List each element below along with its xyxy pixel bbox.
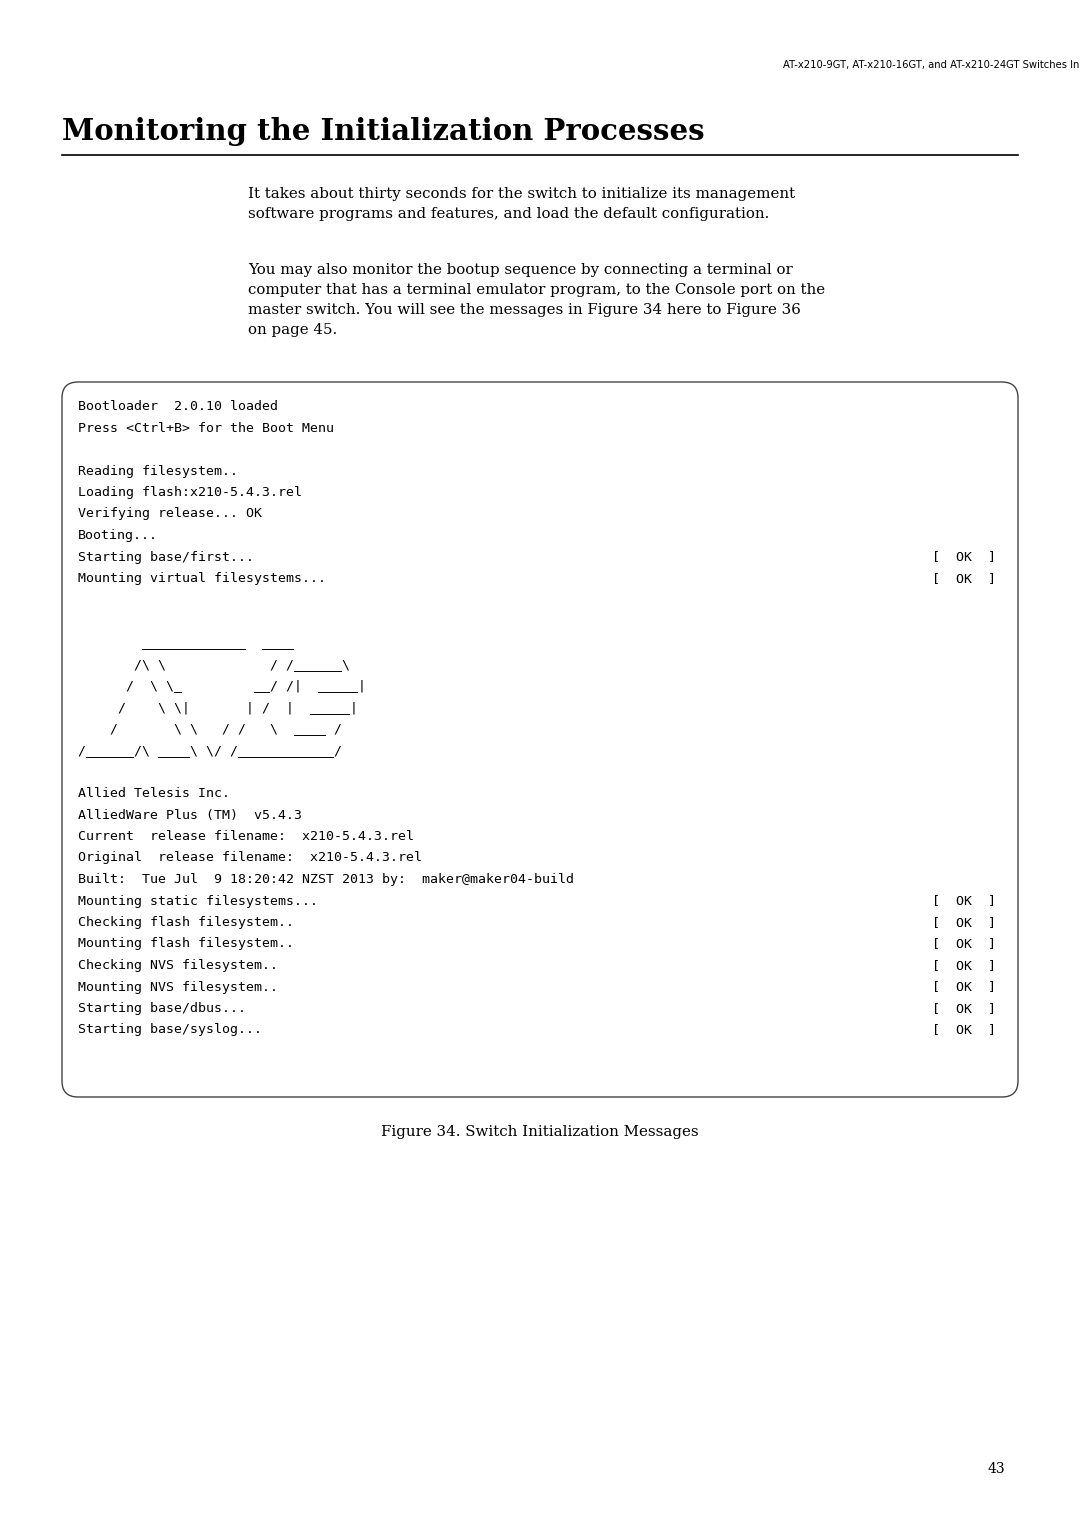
Text: Starting base/first...: Starting base/first... <box>78 551 254 563</box>
Text: _____________  ____: _____________ ____ <box>78 637 294 649</box>
Text: [  OK  ]: [ OK ] <box>932 551 996 563</box>
Text: /  \ \_         __/ /|  _____|: / \ \_ __/ /| _____| <box>78 680 366 693</box>
Text: Current  release filename:  x210-5.4.3.rel: Current release filename: x210-5.4.3.rel <box>78 831 414 843</box>
Text: Original  release filename:  x210-5.4.3.rel: Original release filename: x210-5.4.3.re… <box>78 852 422 864</box>
Text: [  OK  ]: [ OK ] <box>932 895 996 907</box>
Text: Allied Telesis Inc.: Allied Telesis Inc. <box>78 786 230 800</box>
Text: /\ \             / /______\: /\ \ / /______\ <box>78 658 350 670</box>
Text: Loading flash:x210-5.4.3.rel: Loading flash:x210-5.4.3.rel <box>78 486 302 499</box>
FancyBboxPatch shape <box>62 382 1018 1096</box>
Text: Mounting NVS filesystem..: Mounting NVS filesystem.. <box>78 980 278 994</box>
Text: [  OK  ]: [ OK ] <box>932 573 996 585</box>
Text: Built:  Tue Jul  9 18:20:42 NZST 2013 by:  maker@maker04-build: Built: Tue Jul 9 18:20:42 NZST 2013 by: … <box>78 873 573 886</box>
Text: [  OK  ]: [ OK ] <box>932 938 996 950</box>
Text: Starting base/dbus...: Starting base/dbus... <box>78 1002 246 1015</box>
Text: Mounting static filesystems...: Mounting static filesystems... <box>78 895 318 907</box>
Text: Booting...: Booting... <box>78 528 158 542</box>
Text: [  OK  ]: [ OK ] <box>932 980 996 994</box>
Text: You may also monitor the bootup sequence by connecting a terminal or
computer th: You may also monitor the bootup sequence… <box>248 263 825 337</box>
Text: /______/\ ____\ \/ /____________/: /______/\ ____\ \/ /____________/ <box>78 744 342 757</box>
Text: Figure 34. Switch Initialization Messages: Figure 34. Switch Initialization Message… <box>381 1125 699 1139</box>
Text: AT-x210-9GT, AT-x210-16GT, and AT-x210-24GT Switches Installation Guide: AT-x210-9GT, AT-x210-16GT, and AT-x210-2… <box>783 60 1080 70</box>
Text: Verifying release... OK: Verifying release... OK <box>78 507 262 521</box>
Text: It takes about thirty seconds for the switch to initialize its management
softwa: It takes about thirty seconds for the sw… <box>248 186 795 221</box>
Text: Bootloader  2.0.10 loaded: Bootloader 2.0.10 loaded <box>78 400 278 412</box>
Text: 43: 43 <box>987 1461 1005 1477</box>
Text: Checking flash filesystem..: Checking flash filesystem.. <box>78 916 294 928</box>
Text: Reading filesystem..: Reading filesystem.. <box>78 464 238 478</box>
Text: [  OK  ]: [ OK ] <box>932 916 996 928</box>
Text: /    \ \|       | /  |  _____|: / \ \| | / | _____| <box>78 701 357 715</box>
Text: [  OK  ]: [ OK ] <box>932 1002 996 1015</box>
Text: /       \ \   / /   \  ____ /: / \ \ / / \ ____ / <box>78 722 342 736</box>
Text: Checking NVS filesystem..: Checking NVS filesystem.. <box>78 959 278 973</box>
Text: [  OK  ]: [ OK ] <box>932 959 996 973</box>
Text: Mounting flash filesystem..: Mounting flash filesystem.. <box>78 938 294 950</box>
Text: Mounting virtual filesystems...: Mounting virtual filesystems... <box>78 573 326 585</box>
Text: Starting base/syslog...: Starting base/syslog... <box>78 1023 262 1037</box>
Text: Monitoring the Initialization Processes: Monitoring the Initialization Processes <box>62 118 704 147</box>
Text: AlliedWare Plus (TM)  v5.4.3: AlliedWare Plus (TM) v5.4.3 <box>78 808 302 822</box>
Text: [  OK  ]: [ OK ] <box>932 1023 996 1037</box>
Text: Press <Ctrl+B> for the Boot Menu: Press <Ctrl+B> for the Boot Menu <box>78 421 334 435</box>
